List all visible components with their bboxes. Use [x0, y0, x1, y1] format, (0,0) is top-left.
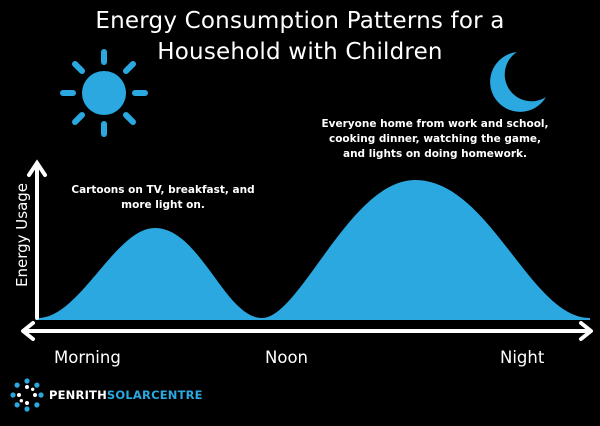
title-line-1: Energy Consumption Patterns for a — [95, 8, 505, 34]
x-tick-noon: Noon — [265, 348, 308, 367]
x-tick-night: Night — [500, 348, 545, 367]
x-axis — [21, 321, 593, 341]
crescent-moon-icon — [490, 52, 546, 112]
energy-usage-curve — [38, 180, 590, 320]
annotation-morning: Cartoons on TV, breakfast, and more ligh… — [71, 184, 255, 211]
x-tick-morning: Morning — [54, 348, 121, 367]
title-line-2: Household with Children — [157, 39, 443, 65]
brand-name-part2: SOLARCENTRE — [106, 388, 203, 402]
page-title: Energy Consumption Patterns for a Househ… — [0, 6, 600, 68]
brand-logo: PENRITHSOLARCENTRE — [10, 378, 203, 412]
brand-name-part1: PENRITH — [49, 388, 107, 402]
y-axis-label: Energy Usage — [13, 182, 31, 287]
dotted-circle-logo-icon — [10, 378, 44, 412]
annotation-evening: Everyone home from work and school, cook… — [321, 118, 549, 160]
sun-icon — [60, 49, 148, 137]
y-axis — [27, 159, 47, 320]
brand-name: PENRITHSOLARCENTRE — [49, 388, 203, 402]
